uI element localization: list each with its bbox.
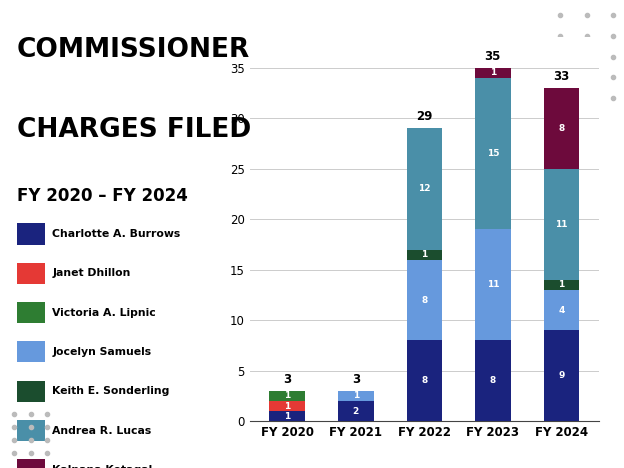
Text: 12: 12 xyxy=(418,184,431,193)
Text: Janet Dhillon: Janet Dhillon xyxy=(52,268,130,278)
Text: Keith E. Sonderling: Keith E. Sonderling xyxy=(52,386,170,396)
Text: Jocelyn Samuels: Jocelyn Samuels xyxy=(52,347,151,357)
Bar xyxy=(544,290,579,330)
Text: 1: 1 xyxy=(284,391,290,401)
Text: Charlotte A. Burrows: Charlotte A. Burrows xyxy=(52,229,180,239)
Bar xyxy=(338,391,374,401)
Bar xyxy=(475,68,510,78)
FancyBboxPatch shape xyxy=(17,263,45,284)
FancyBboxPatch shape xyxy=(17,420,45,441)
Text: 1: 1 xyxy=(353,391,359,401)
Text: Andrea R. Lucas: Andrea R. Lucas xyxy=(52,425,152,436)
Text: 4: 4 xyxy=(558,306,565,314)
Bar xyxy=(406,340,442,421)
Bar xyxy=(544,88,579,169)
Text: 11: 11 xyxy=(487,280,499,289)
Bar xyxy=(475,340,510,421)
Bar xyxy=(406,249,442,260)
Text: 3: 3 xyxy=(352,373,360,386)
FancyBboxPatch shape xyxy=(17,381,45,402)
Text: Kalpana Kotagal: Kalpana Kotagal xyxy=(52,465,152,468)
FancyBboxPatch shape xyxy=(17,460,45,468)
Text: 8: 8 xyxy=(558,124,565,133)
Bar xyxy=(544,169,579,280)
Bar xyxy=(270,391,305,401)
Text: 2: 2 xyxy=(353,407,359,416)
Text: FY 2020 – FY 2024: FY 2020 – FY 2024 xyxy=(17,187,187,205)
Text: 29: 29 xyxy=(416,110,432,123)
Text: 1: 1 xyxy=(284,402,290,410)
Text: COMMISSIONER: COMMISSIONER xyxy=(17,37,250,64)
Bar xyxy=(270,401,305,411)
Bar xyxy=(338,401,374,421)
Bar xyxy=(406,260,442,340)
Text: 1: 1 xyxy=(284,412,290,421)
Text: CHARGES FILED: CHARGES FILED xyxy=(17,117,251,143)
Bar xyxy=(544,280,579,290)
Text: 8: 8 xyxy=(421,376,427,385)
Text: 1: 1 xyxy=(490,68,496,77)
Bar xyxy=(270,411,305,421)
Text: 1: 1 xyxy=(421,250,427,259)
Text: 8: 8 xyxy=(421,295,427,305)
FancyBboxPatch shape xyxy=(17,224,45,244)
Text: 1: 1 xyxy=(558,280,565,289)
Text: 35: 35 xyxy=(485,50,501,63)
Text: 33: 33 xyxy=(553,70,570,83)
FancyBboxPatch shape xyxy=(17,302,45,323)
Text: Victoria A. Lipnic: Victoria A. Lipnic xyxy=(52,307,156,318)
Text: 3: 3 xyxy=(283,373,291,386)
Text: 8: 8 xyxy=(490,376,496,385)
Bar xyxy=(475,229,510,340)
Text: 9: 9 xyxy=(558,371,565,380)
Text: 15: 15 xyxy=(487,149,499,158)
Bar xyxy=(544,330,579,421)
Bar xyxy=(475,78,510,229)
Bar xyxy=(406,128,442,249)
Text: 11: 11 xyxy=(555,220,568,229)
FancyBboxPatch shape xyxy=(17,342,45,362)
